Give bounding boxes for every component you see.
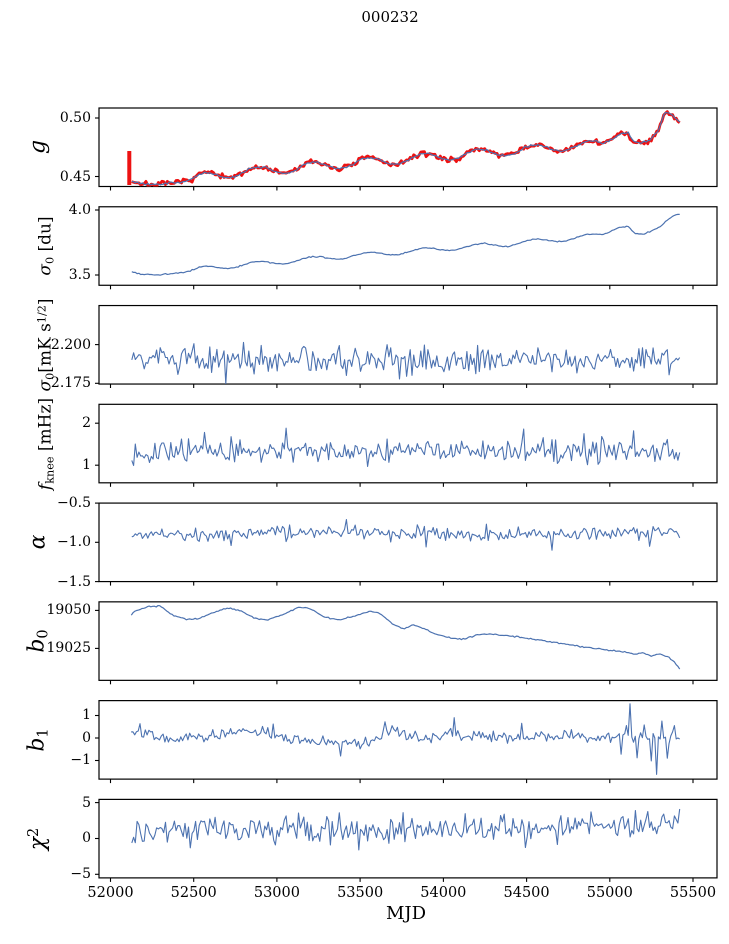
y-tick-label-chi2-2: 5 [82,794,91,811]
y-tick-label-sigma0-du-0: 3.5 [68,267,91,283]
y-axis-label-part: α [25,534,51,550]
y-axis-label-part: g [25,140,51,155]
y-tick-label-sigma0-mks-1: 2.200 [50,336,91,353]
series-sigma0-mks-line [131,341,681,385]
x-tick-label-4: 54000 [420,884,467,901]
y-axis-label-part: b [24,737,50,752]
y-tick-label-b1-2: 1 [82,707,91,724]
y-axis-label-b1: b1 [25,728,52,751]
y-tick-label-fknee-1: 2 [82,415,91,432]
y-tick-label-b1-0: −1 [70,752,91,769]
y-axis-label-part: 0 [35,629,52,639]
x-tick-label-5: 54500 [503,884,550,901]
y-axis-label-part: 1 [35,728,52,738]
y-axis-label-alpha: α [26,535,51,550]
panel-frame-sigma0-du [98,206,718,286]
panel-frame-b0 [98,601,718,681]
y-tick-label-g-0: 0.45 [59,168,91,185]
y-axis-label-part: σ [35,264,56,276]
y-axis-label-part: σ [35,379,56,392]
y-tick-label-chi2-1: 0 [82,830,91,847]
figure-title: 000232 [361,8,419,26]
x-tick-label-6: 55000 [586,884,633,901]
y-axis-label-part: 0 [43,256,57,265]
x-tick-label-3: 53500 [337,884,384,901]
y-axis-label-fknee: fknee [mHz] [36,397,57,489]
y-axis-label-part: 0 [43,372,57,380]
x-tick-label-7: 55500 [669,884,717,901]
y-axis-label-part: ] [35,298,56,305]
series-b1-line [131,703,680,775]
series-g-fit-line [131,111,681,186]
y-axis-label-part: f [35,483,56,490]
y-axis-label-b0: b0 [25,629,52,652]
x-tick-label-0: 52000 [87,884,134,901]
panel-frame-g [98,107,718,188]
y-tick-label-alpha-1: −1.0 [57,534,91,551]
y-axis-label-part: [du] [35,216,56,257]
panel-frame-alpha [98,502,718,583]
y-tick-label-b1-1: 0 [82,729,91,746]
y-tick-label-alpha-2: −1.5 [57,573,91,590]
series-g-data-markers [131,110,681,187]
panel-frame-b1 [98,700,718,780]
y-tick-label-b0-0: 19025 [46,640,91,657]
y-axis-label-part: 1/2 [35,304,49,323]
series-b0-line [130,604,681,670]
x-axis-title: MJD [385,903,427,924]
y-axis-label-part: b [24,638,50,653]
y-tick-label-sigma0-mks-0: 2.175 [50,375,91,392]
y-axis-label-sigma0-mks: σ0[mK s1/2] [35,298,56,391]
series-sigma0-du-line [131,213,680,276]
y-axis-label-sigma0-du: σ0 [du] [36,216,57,275]
series-chi2-line [131,808,681,851]
y-tick-label-chi2-0: −5 [70,866,91,883]
y-axis-label-g: g [26,140,51,154]
y-axis-label-part: 2 [26,827,43,837]
y-tick-label-sigma0-du-1: 4.0 [68,202,91,219]
y-axis-label-part: [mK s [35,322,56,373]
y-axis-label-part: [mHz] [35,397,56,457]
panel-frame-sigma0-mks [98,304,718,385]
y-tick-label-g-1: 0.50 [59,109,91,126]
series-alpha-line [131,519,681,551]
y-axis-label-chi2: χ2 [26,827,51,850]
y-tick-label-b0-1: 19050 [46,602,91,619]
x-tick-label-1: 52500 [170,884,217,901]
x-tick-label-2: 53000 [253,884,300,901]
y-tick-label-fknee-0: 1 [82,457,91,474]
series-fknee-line [131,427,681,467]
y-axis-label-part: knee [43,456,57,484]
panel-frame-fknee [98,403,718,484]
y-tick-label-alpha-0: −0.5 [57,495,91,512]
y-axis-label-part: χ [25,836,51,850]
